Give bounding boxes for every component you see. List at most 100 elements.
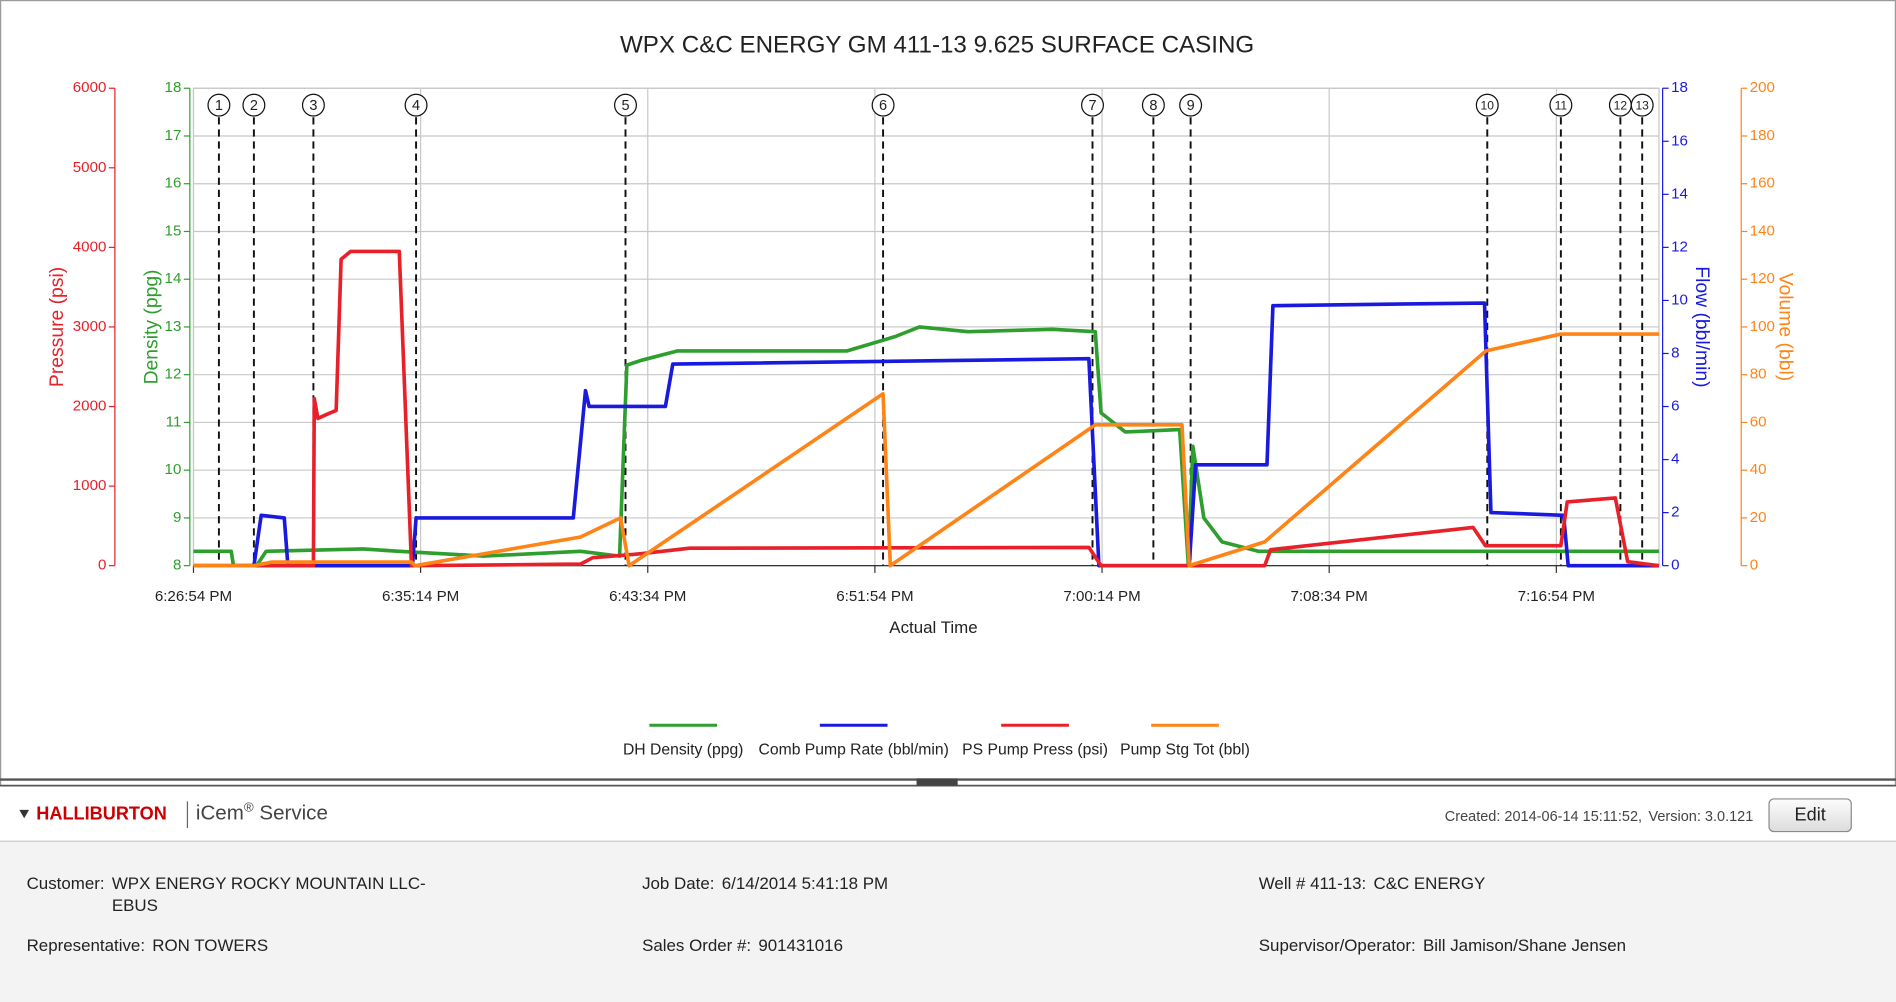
splitter-handle[interactable] <box>916 778 958 786</box>
y-tick-label: 12 <box>1671 238 1688 255</box>
event-marker <box>404 93 428 117</box>
field-label: Supervisor/Operator: <box>1259 936 1416 955</box>
y-tick-label: 11 <box>166 413 182 430</box>
event-label: 3 <box>309 98 317 114</box>
y-tick-label: 18 <box>1671 79 1688 96</box>
x-tick-label: 7:00:14 PM <box>1063 588 1140 605</box>
series-line <box>193 332 1659 568</box>
y-tick-label: 6 <box>1671 398 1679 415</box>
info-panel <box>0 841 1896 1002</box>
event-marker <box>301 93 325 117</box>
event-label: 4 <box>412 98 420 114</box>
legend-label: Comb Pump Rate (bbl/min) <box>759 742 949 759</box>
collapse-arrow[interactable] <box>19 809 30 819</box>
y-tick-label: 0 <box>98 557 106 574</box>
y-tick-label: 10 <box>1671 291 1688 308</box>
service: iCem <box>196 802 244 825</box>
event-label: 2 <box>250 98 258 114</box>
y-tick-label: 14 <box>165 270 182 287</box>
edit-button[interactable] <box>1768 798 1852 833</box>
x-tick-label: 6:43:34 PM <box>609 588 686 605</box>
legend-label: Pump Stg Tot (bbl) <box>1120 742 1250 759</box>
service-mark: ® <box>244 799 254 814</box>
x-tick-label: 7:16:54 PM <box>1518 588 1595 605</box>
event-marker <box>207 93 231 117</box>
field-label: Customer: <box>27 874 105 893</box>
field-label: Well # 411-13: <box>1259 874 1366 893</box>
field-value: C&C ENERGY <box>1373 874 1485 893</box>
y-tick-label: 60 <box>1750 413 1767 430</box>
series-line <box>193 301 1659 568</box>
y-tick-label: 15 <box>165 222 182 239</box>
y-tick-label: 12 <box>165 366 182 383</box>
header-strip <box>0 785 1896 842</box>
y-tick-label: 180 <box>1750 127 1775 144</box>
y-tick-label: 8 <box>173 557 181 574</box>
field-value: WPX ENERGY ROCKY MOUNTAIN LLC- <box>112 874 426 893</box>
edit-button-label[interactable]: Edit <box>1795 805 1826 825</box>
event-label: 12 <box>1614 99 1628 113</box>
service-suffix: Service <box>254 802 328 825</box>
event-marker <box>1141 93 1165 117</box>
x-tick-label: 7:08:34 PM <box>1291 588 1368 605</box>
y-axis-title: Pressure (psi) <box>46 267 68 387</box>
y-tick-label: 14 <box>1671 185 1688 202</box>
event-marker <box>1179 93 1203 117</box>
event-label: 8 <box>1149 98 1157 114</box>
y-tick-label: 8 <box>1671 344 1679 361</box>
event-marker <box>614 93 637 117</box>
brand: HALLIBURTON <box>36 803 167 823</box>
field-value: RON TOWERS <box>152 936 268 955</box>
y-tick-label: 18 <box>165 79 182 96</box>
y-tick-label: 20 <box>1750 509 1767 526</box>
event-marker <box>242 93 266 117</box>
event-label: 13 <box>1635 99 1649 113</box>
y-tick-label: 140 <box>1750 222 1775 239</box>
version: Version: 3.0.121 <box>1648 809 1753 825</box>
y-tick-label: 80 <box>1750 366 1767 383</box>
x-tick-label: 6:51:54 PM <box>836 588 913 605</box>
y-tick-label: 5000 <box>73 159 107 176</box>
y-tick-label: 13 <box>165 318 182 335</box>
field-value: 901431016 <box>758 936 843 955</box>
y-tick-label: 9 <box>173 509 181 526</box>
event-marker <box>1475 93 1499 117</box>
field-value: Bill Jamison/Shane Jensen <box>1423 936 1626 955</box>
event-marker <box>871 93 895 117</box>
field-label: Sales Order #: <box>642 936 751 955</box>
y-axis-title: Density (ppg) <box>140 269 162 384</box>
service-name: iCem® Service <box>196 799 328 825</box>
x-tick-label: 6:26:54 PM <box>155 588 232 605</box>
field-value: 6/14/2014 5:41:18 PM <box>722 874 888 893</box>
y-tick-label: 40 <box>1750 461 1767 478</box>
field-label: Job Date: <box>642 874 714 893</box>
y-tick-label: 6000 <box>73 79 107 96</box>
y-axis-title: Flow (bbl/min) <box>1691 266 1713 387</box>
y-tick-label: 2 <box>1671 504 1679 521</box>
y-tick-label: 100 <box>1750 318 1775 335</box>
y-tick-label: 16 <box>165 175 182 192</box>
y-tick-label: 4000 <box>73 238 107 255</box>
event-label: 10 <box>1481 99 1495 113</box>
event-label: 5 <box>621 98 629 114</box>
event-marker <box>1081 93 1104 117</box>
y-tick-label: 16 <box>1671 132 1688 149</box>
event-label: 6 <box>879 98 887 114</box>
field-value: EBUS <box>112 896 158 915</box>
y-tick-label: 1000 <box>73 477 107 494</box>
x-axis-title: Actual Time <box>889 618 977 637</box>
y-tick-label: 3000 <box>73 318 107 335</box>
event-label: 11 <box>1555 99 1568 113</box>
y-axis-title: Volume (bbl) <box>1775 273 1797 381</box>
legend-label: DH Density (ppg) <box>623 742 743 759</box>
chart-title: WPX C&C ENERGY GM 411-13 9.625 SURFACE C… <box>620 31 1254 58</box>
y-tick-label: 2000 <box>73 398 107 415</box>
event-label: 7 <box>1088 98 1096 114</box>
y-tick-label: 120 <box>1750 270 1775 287</box>
x-tick-label: 6:35:14 PM <box>382 588 459 605</box>
series-line <box>193 249 1660 568</box>
y-tick-label: 160 <box>1750 175 1775 192</box>
event-marker <box>1549 93 1573 117</box>
created: Created: 2014-06-14 15:11:52, <box>1445 809 1642 825</box>
